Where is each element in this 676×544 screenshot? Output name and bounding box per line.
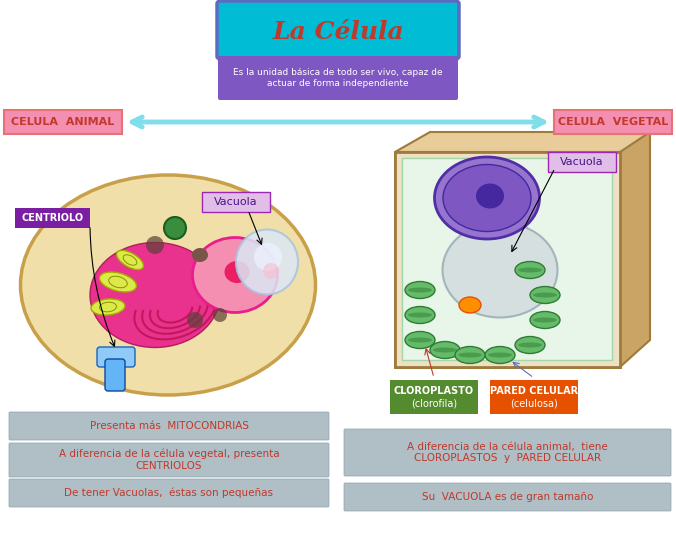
Ellipse shape: [99, 272, 137, 292]
Ellipse shape: [91, 299, 125, 315]
Ellipse shape: [515, 337, 545, 354]
Polygon shape: [395, 132, 650, 152]
Ellipse shape: [533, 318, 557, 323]
Ellipse shape: [192, 248, 208, 262]
Text: Es la unidad básica de todo ser vivo, capaz de
actuar de forma independiente: Es la unidad básica de todo ser vivo, ca…: [233, 69, 443, 88]
Ellipse shape: [485, 347, 515, 363]
FancyBboxPatch shape: [395, 152, 620, 367]
Ellipse shape: [518, 268, 542, 273]
FancyBboxPatch shape: [15, 208, 90, 228]
Ellipse shape: [476, 183, 504, 208]
Text: De tener Vacuolas,  éstas son pequeñas: De tener Vacuolas, éstas son pequeñas: [64, 488, 274, 498]
Ellipse shape: [459, 297, 481, 313]
Text: (clorofila): (clorofila): [411, 399, 457, 409]
Text: CELULA  VEGETAL: CELULA VEGETAL: [558, 117, 668, 127]
Ellipse shape: [533, 293, 557, 298]
Ellipse shape: [236, 230, 298, 294]
Polygon shape: [620, 132, 650, 367]
Ellipse shape: [405, 331, 435, 349]
Text: Su  VACUOLA es de gran tamaño: Su VACUOLA es de gran tamaño: [422, 492, 593, 502]
Ellipse shape: [408, 337, 432, 343]
FancyBboxPatch shape: [9, 412, 329, 440]
Ellipse shape: [443, 164, 531, 232]
Ellipse shape: [458, 353, 482, 357]
FancyArrowPatch shape: [132, 117, 544, 127]
FancyBboxPatch shape: [9, 479, 329, 507]
Ellipse shape: [455, 347, 485, 363]
Ellipse shape: [518, 343, 542, 348]
Text: Vacuola: Vacuola: [560, 157, 604, 167]
FancyBboxPatch shape: [395, 152, 620, 367]
Text: (celulosa): (celulosa): [510, 399, 558, 409]
Text: A diferencia de la célula vegetal, presenta
CENTRIOLOS: A diferencia de la célula vegetal, prese…: [59, 449, 279, 471]
Ellipse shape: [213, 308, 227, 322]
Text: CELULA  ANIMAL: CELULA ANIMAL: [11, 117, 115, 127]
Ellipse shape: [443, 222, 558, 318]
FancyBboxPatch shape: [548, 152, 616, 172]
Ellipse shape: [405, 306, 435, 324]
FancyBboxPatch shape: [9, 443, 329, 477]
Ellipse shape: [435, 157, 539, 239]
Ellipse shape: [90, 243, 220, 348]
Text: Presenta más  MITOCONDRIAS: Presenta más MITOCONDRIAS: [89, 421, 249, 431]
Ellipse shape: [530, 287, 560, 304]
Text: CLOROPLASTO: CLOROPLASTO: [394, 386, 474, 396]
FancyBboxPatch shape: [344, 429, 671, 476]
Text: Vacuola: Vacuola: [214, 197, 258, 207]
FancyBboxPatch shape: [490, 380, 578, 414]
FancyBboxPatch shape: [218, 56, 458, 100]
FancyBboxPatch shape: [202, 192, 270, 212]
FancyBboxPatch shape: [554, 110, 672, 134]
Ellipse shape: [20, 175, 316, 395]
Text: A diferencia de la célula animal,  tiene
CLOROPLASTOS  y  PARED CELULAR: A diferencia de la célula animal, tiene …: [407, 442, 608, 463]
Ellipse shape: [116, 250, 143, 270]
Ellipse shape: [515, 262, 545, 279]
Text: La Célula: La Célula: [272, 20, 404, 44]
Text: CENTRIOLO: CENTRIOLO: [22, 213, 84, 223]
Ellipse shape: [193, 238, 278, 312]
Text: PARED CELULAR: PARED CELULAR: [490, 386, 578, 396]
Ellipse shape: [530, 312, 560, 329]
FancyBboxPatch shape: [390, 380, 478, 414]
Ellipse shape: [146, 236, 164, 254]
Ellipse shape: [254, 243, 282, 271]
FancyBboxPatch shape: [4, 110, 122, 134]
Ellipse shape: [430, 342, 460, 358]
Ellipse shape: [408, 312, 432, 318]
Ellipse shape: [488, 353, 512, 357]
Ellipse shape: [224, 261, 249, 283]
FancyBboxPatch shape: [217, 1, 459, 59]
Ellipse shape: [263, 263, 279, 279]
Ellipse shape: [408, 287, 432, 293]
FancyBboxPatch shape: [105, 359, 125, 391]
FancyBboxPatch shape: [402, 158, 612, 360]
FancyBboxPatch shape: [97, 347, 135, 367]
Ellipse shape: [164, 217, 186, 239]
Ellipse shape: [433, 348, 457, 353]
Ellipse shape: [187, 312, 203, 328]
Ellipse shape: [405, 281, 435, 299]
FancyBboxPatch shape: [344, 483, 671, 511]
